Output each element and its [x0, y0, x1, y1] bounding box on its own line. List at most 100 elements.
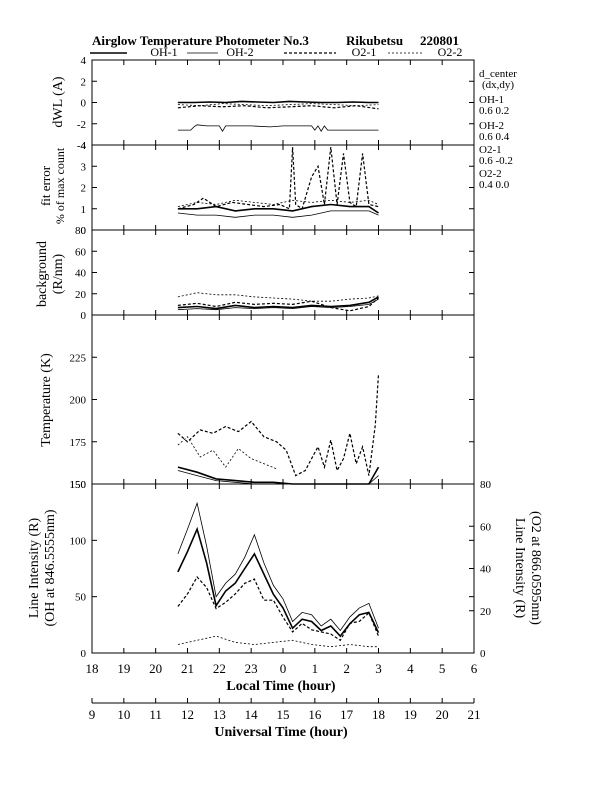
xtick-label-local-4: 22: [213, 661, 226, 676]
ylabel-line-intensity-unit: (OH at 846.5555nm): [43, 509, 58, 626]
xtick-label-local-3: 21: [181, 661, 194, 676]
xtick-label-ut-11: 20: [436, 707, 449, 722]
ytick-label-line_intensity-2: 100: [70, 535, 87, 547]
ytick-label-dwl-1: -2: [77, 119, 86, 131]
ytick-label-fit_error-4: 4: [81, 140, 87, 152]
note-o22-value: 0.4 0.0: [479, 179, 510, 191]
ytick-right-label-line_intensity-1: 20: [480, 606, 492, 618]
series-line_intensity-o22: [177, 635, 379, 648]
series-line_intensity-o21: [177, 575, 380, 642]
note-oh1-value: 0.6 0.2: [479, 105, 509, 117]
series-line_intensity-oh1: [177, 526, 380, 638]
xtick-label-local-12: 6: [471, 661, 478, 676]
xtick-label-local-7: 1: [312, 661, 319, 676]
panel-temperature-frame: [91, 314, 475, 485]
series-line_intensity-oh2: [177, 501, 379, 632]
ytick-label-fit_error-2: 2: [81, 183, 87, 195]
ytick-label-dwl-2: 0: [81, 98, 87, 110]
ytick-label-dwl-0: -4: [77, 140, 87, 152]
note-header: d_center: [479, 68, 517, 80]
xtick-label-local-11: 5: [439, 661, 446, 676]
series-dwl-o22: [177, 103, 379, 107]
xtick-label-ut-4: 13: [213, 707, 226, 722]
ytick-label-fit_error-1: 1: [81, 204, 87, 216]
xtick-label-local-8: 2: [343, 661, 350, 676]
legend: OH-1 OH-2 O2-1 O2-2: [90, 45, 462, 59]
legend-label-o22: O2-2: [438, 45, 463, 59]
xtick-label-ut-3: 12: [181, 707, 194, 722]
xtick-label-ut-7: 16: [308, 707, 322, 722]
legend-label-o21: O2-1: [352, 45, 377, 59]
xtick-label-ut-6: 15: [277, 707, 290, 722]
legend-label-oh1: OH-1: [150, 45, 177, 59]
xlabel-universal-time: Universal Time (hour): [214, 725, 348, 740]
ytick-label-background-0: 0: [81, 310, 87, 322]
ytick-label-background-1: 20: [75, 289, 87, 301]
ytick-label-dwl-3: 2: [81, 76, 87, 88]
xtick-label-ut-8: 17: [340, 707, 354, 722]
ytick-label-temperature-0: 150: [70, 479, 87, 491]
xtick-label-local-2: 20: [149, 661, 162, 676]
note-oh2-name: OH-2: [479, 120, 504, 132]
ylabel-dwl: dWL (A): [51, 76, 66, 128]
series-fit_error-oh1: [177, 203, 379, 214]
ylabel-fit-error: fit error: [38, 165, 53, 206]
series-background-oh2: [177, 298, 379, 311]
ytick-label-background-2: 40: [75, 268, 87, 280]
xtick-label-local-9: 3: [375, 661, 382, 676]
date-code: 220801: [420, 33, 459, 48]
panel-line-intensity-frame: [91, 483, 475, 654]
note-o22-name: O2-2: [479, 168, 502, 180]
xtick-label-ut-5: 14: [245, 707, 259, 722]
xtick-label-local-1: 19: [117, 661, 130, 676]
ylabel-temperature: Temperature (K): [39, 353, 54, 447]
ylabel-fit-error-unit: % of max count: [53, 147, 67, 224]
xtick-label-ut-1: 10: [117, 707, 130, 722]
panel-fit-error-frame: [91, 144, 475, 231]
ytick-label-line_intensity-1: 50: [75, 592, 87, 604]
chart-marks: -4-2024012340204060801501752002250501001…: [70, 55, 492, 722]
series-dwl-o21: [177, 105, 379, 110]
xtick-label-ut-9: 18: [372, 707, 385, 722]
series-dwl-oh2: [177, 124, 379, 132]
ytick-label-dwl-4: 4: [81, 55, 87, 67]
series-background-oh1: [177, 296, 379, 310]
note-o21-name: O2-1: [479, 144, 502, 156]
xtick-label-ut-12: 21: [468, 707, 481, 722]
series-fit_error-o22: [177, 199, 379, 207]
ylabel-right-line-intensity: Line Intensity (R): [512, 518, 527, 619]
xtick-label-ut-2: 11: [149, 707, 162, 722]
note-oh1-name: OH-1: [479, 94, 504, 106]
xtick-label-local-10: 4: [407, 661, 414, 676]
panel-background-frame: [91, 229, 475, 316]
series-background-o22: [177, 292, 379, 302]
xtick-label-local-6: 0: [280, 661, 287, 676]
ytick-label-fit_error-3: 3: [81, 161, 87, 173]
xtick-label-local-5: 23: [245, 661, 258, 676]
ytick-label-line_intensity-3: 150: [70, 479, 87, 491]
xtick-label-ut-10: 19: [404, 707, 417, 722]
ytick-label-temperature-2: 200: [70, 395, 87, 407]
ytick-label-background-4: 80: [75, 225, 87, 237]
ytick-label-background-3: 60: [75, 246, 87, 258]
xtick-label-local-0: 18: [86, 661, 99, 676]
ytick-label-line_intensity-0: 0: [81, 648, 87, 660]
series-temperature-o22: [177, 436, 277, 470]
ytick-label-fit_error-0: 0: [81, 225, 87, 237]
legend-label-oh2: OH-2: [226, 45, 253, 59]
series-dwl-oh1: [177, 100, 379, 104]
ylabel-right-line-intensity-unit: (O2 at 866.0595nm): [528, 511, 543, 625]
ylabel-background-unit: (R/nm): [51, 253, 66, 294]
series-background-o21: [177, 297, 379, 312]
chart-title: Airglow Temperature Photometer No.3: [92, 33, 309, 48]
note-header-sub: (dx,dy): [482, 79, 514, 91]
ytick-right-label-line_intensity-2: 40: [480, 564, 492, 576]
note-o21-value: 0.6 -0.2: [479, 155, 513, 167]
xlabel-local-time: Local Time (hour): [226, 679, 335, 694]
ylabel-background: background: [35, 241, 50, 307]
center-offset-notes: d_center (dx,dy) OH-1 0.6 0.2 OH-2 0.6 0…: [479, 68, 517, 191]
ytick-right-label-line_intensity-4: 80: [480, 479, 492, 491]
ytick-right-label-line_intensity-0: 0: [480, 648, 486, 660]
xtick-label-ut-0: 9: [89, 707, 96, 722]
